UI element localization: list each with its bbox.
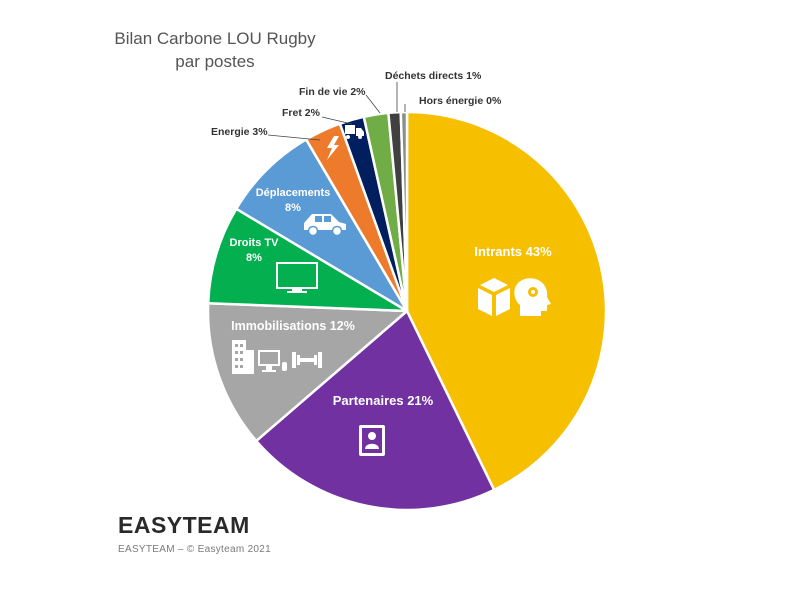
car-icon xyxy=(304,214,346,237)
truck-icon xyxy=(345,125,364,139)
easyteam-logo: EASYTEAM xyxy=(118,512,250,538)
pie-slice-9 xyxy=(399,110,409,313)
head-gear-icon xyxy=(514,278,551,316)
label-fin-de-vie: Fin de vie 2% xyxy=(299,86,366,98)
label-droits-tv-line2: 8% xyxy=(246,252,262,264)
label-deplacements-line2: 8% xyxy=(285,202,301,214)
building-icon xyxy=(232,340,254,374)
label-dechets: Déchets directs 1% xyxy=(385,70,482,82)
label-partenaires: Partenaires 21% xyxy=(333,393,434,408)
label-droits-tv-line1: Droits TV xyxy=(230,237,280,249)
lightning-icon xyxy=(327,136,339,160)
label-intrants: Intrants 43% xyxy=(474,244,552,259)
contact-book-icon xyxy=(359,425,385,456)
tv-icon xyxy=(276,262,318,293)
label-energie: Energie 3% xyxy=(211,126,268,138)
label-deplacements-line1: Déplacements xyxy=(256,187,331,199)
dumbbell-icon xyxy=(292,352,322,368)
copyright-text: EASYTEAM – © Easyteam 2021 xyxy=(118,544,272,555)
leader-lines xyxy=(267,82,406,141)
leader-line-fret xyxy=(321,116,353,125)
pie-slice-3 xyxy=(206,207,409,313)
pie-slice-2 xyxy=(206,301,409,443)
box-icon xyxy=(478,278,510,316)
leader-line-energie xyxy=(267,134,321,141)
computer-icon xyxy=(258,350,287,372)
pie-slices xyxy=(206,110,608,512)
chart-subtitle: par postes xyxy=(175,52,255,71)
leader-line-fin-de-vie xyxy=(365,94,381,114)
chart-title: Bilan Carbone LOU Rugby xyxy=(114,29,316,48)
pie-slice-1 xyxy=(254,309,496,512)
label-hors-energie: Hors énergie 0% xyxy=(419,95,502,107)
label-immobilisations: Immobilisations 12% xyxy=(231,319,355,333)
label-fret: Fret 2% xyxy=(282,107,321,119)
